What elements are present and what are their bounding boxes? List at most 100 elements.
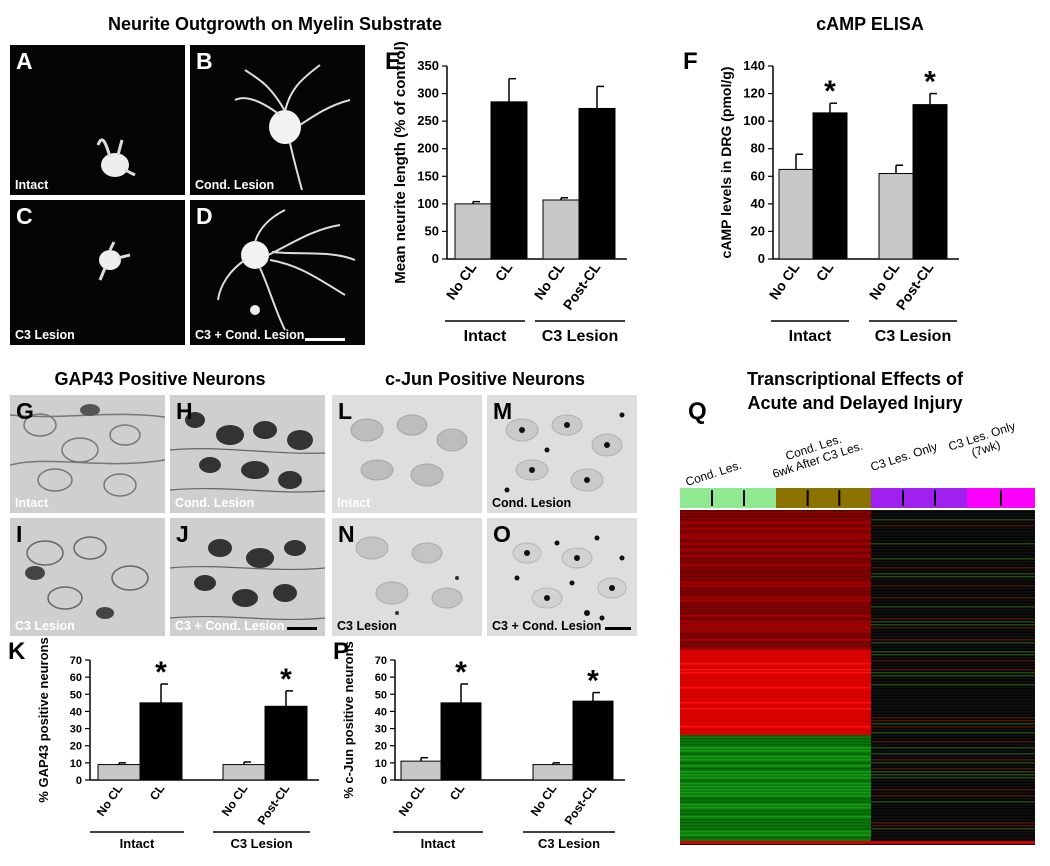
heatmap-row	[680, 567, 871, 569]
bar	[97, 764, 141, 781]
heatmap-row	[871, 753, 1035, 755]
heatmap-row	[871, 648, 1035, 650]
heatmap-row	[871, 741, 1035, 743]
heatmap-row	[680, 729, 871, 731]
heatmap-row	[680, 813, 871, 815]
bar	[222, 764, 266, 781]
heatmap-row	[680, 702, 871, 704]
heatmap-row	[680, 837, 871, 839]
heatmap-row	[680, 726, 871, 728]
group-label: C3 Lesion	[542, 328, 618, 345]
heatmap-row	[680, 798, 871, 800]
chart-p-cjun-percent: 0 10 20 30 40 50 60 70 % c-Jun positive neurons N…	[341, 641, 625, 851]
heatmap-row	[680, 792, 871, 794]
heatmap-row	[871, 687, 1035, 689]
heatmap-row	[871, 633, 1035, 635]
y-axis-title: % c-Jun positive neurons	[341, 641, 356, 798]
heatmap-row	[871, 678, 1035, 680]
y-axis-title: cAMP levels in DRG (pmol/g)	[718, 67, 734, 259]
heatmap-row	[871, 555, 1035, 557]
y-tick-label: 60	[70, 672, 82, 684]
bar	[139, 702, 183, 781]
heatmap-row	[871, 804, 1035, 806]
heatmap-row	[680, 627, 871, 629]
image-panel-o: O C3 + Cond. Lesion	[487, 518, 637, 636]
y-tick-label: 0	[381, 775, 387, 787]
panel-letter-m: M	[493, 398, 513, 424]
panel-letter-q: Q	[688, 398, 707, 425]
heatmap-row	[871, 525, 1035, 527]
panel-letter-p: P	[333, 638, 350, 665]
heatmap-row	[680, 768, 871, 770]
y-tick-label: 300	[417, 86, 439, 101]
heatmap-row	[871, 606, 1035, 608]
caption-d: C3 + Cond. Lesion	[195, 327, 305, 342]
heatmap-row	[871, 543, 1035, 545]
heatmap-row	[871, 756, 1035, 758]
heatmap-row	[871, 654, 1035, 656]
heatmap-row	[871, 546, 1035, 548]
image-panel-a: A Intact	[10, 45, 185, 195]
heatmap-row	[680, 711, 871, 713]
heatmap-row	[680, 648, 871, 650]
y-tick-label: 10	[375, 758, 387, 770]
bar	[400, 760, 442, 781]
heatmap-row	[680, 822, 871, 824]
heatmap-row	[871, 810, 1035, 812]
y-tick-label: 100	[743, 113, 765, 128]
heatmap-row	[871, 621, 1035, 623]
heatmap-row	[680, 630, 871, 632]
heatmap-row	[680, 570, 871, 572]
panel-letter-l: L	[338, 398, 353, 424]
heatmap-row	[680, 579, 871, 581]
significance-asterisk: *	[455, 656, 467, 689]
image-panel-n: N C3 Lesion	[332, 518, 482, 636]
heatmap-row	[680, 690, 871, 692]
heatmap-row	[680, 669, 871, 671]
x-category-label: No CL	[94, 782, 126, 819]
heatmap-row	[680, 600, 871, 602]
heatmap-row	[680, 708, 871, 710]
heatmap-row	[680, 732, 871, 734]
heatmap-row	[680, 771, 871, 773]
panel-letter-b: B	[196, 48, 213, 74]
scale-bar-d	[305, 338, 345, 341]
heatmap-row	[680, 585, 871, 587]
bar	[454, 203, 492, 260]
panel-letter-g: G	[16, 398, 34, 424]
heatmap-row	[871, 564, 1035, 566]
heatmap-row	[871, 729, 1035, 731]
heatmap-row	[871, 540, 1035, 542]
heatmap-row	[871, 801, 1035, 803]
heatmap-row	[871, 786, 1035, 788]
gap43-h-drawing	[170, 412, 325, 493]
heatmap-row	[871, 627, 1035, 629]
heatmap-row	[871, 768, 1035, 770]
image-panel-m: M Cond. Lesion	[487, 395, 637, 513]
heatmap-row	[680, 642, 871, 644]
heatmap-row	[871, 780, 1035, 782]
heatmap-row	[680, 513, 871, 515]
heatmap-row	[680, 777, 871, 779]
y-tick-label: 70	[70, 655, 82, 667]
y-axis-title: % GAP43 positive neurons	[36, 637, 51, 802]
heatmap-row	[680, 816, 871, 818]
group-label: Intact	[120, 836, 155, 851]
gap43-g-drawing	[10, 404, 165, 497]
heatmap-row	[680, 750, 871, 752]
heatmap-row	[871, 708, 1035, 710]
heatmap-group-color-bar	[871, 488, 967, 508]
x-category-label: No CL	[528, 782, 560, 819]
heatmap-row	[871, 657, 1035, 659]
gap43-i-drawing	[25, 536, 149, 619]
heatmap-row	[871, 642, 1035, 644]
x-category-label: No CL	[396, 782, 428, 819]
heatmap-row	[871, 822, 1035, 824]
heatmap-row	[871, 732, 1035, 734]
heatmap-row	[680, 552, 871, 554]
heatmap-row	[680, 831, 871, 833]
heatmap-row	[680, 675, 871, 677]
caption-l: Intact	[337, 495, 371, 510]
heatmap-row	[871, 552, 1035, 554]
heatmap-row	[871, 609, 1035, 611]
